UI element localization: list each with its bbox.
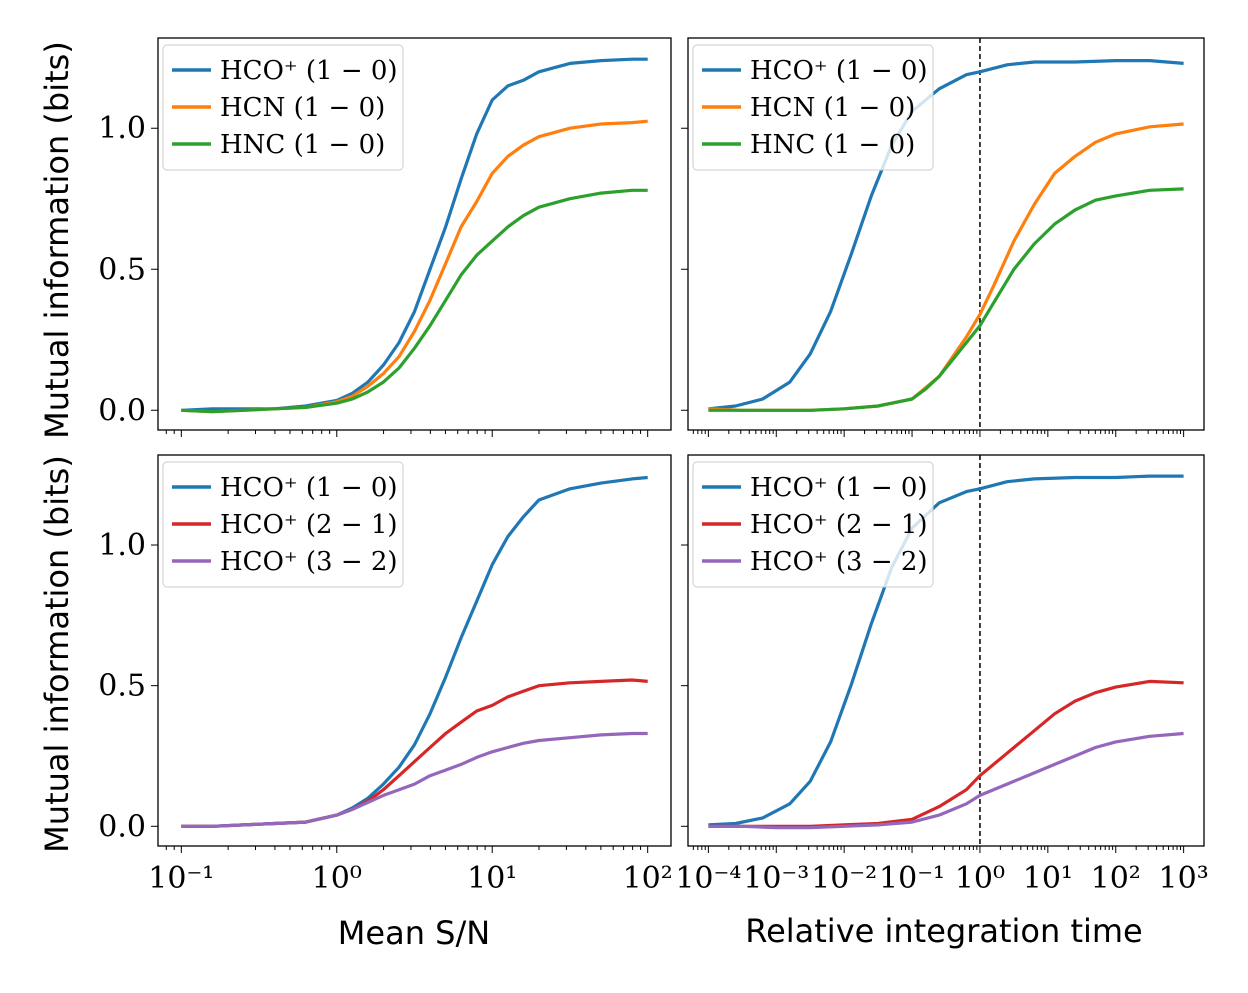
legend-box [692, 44, 934, 171]
x-tick-label: 10⁻⁴ [675, 861, 741, 896]
y-tick-label: 1.0 [98, 528, 146, 563]
series-line-1 [708, 679, 1184, 828]
legend-label: HCO⁺ (1 − 0) [220, 56, 398, 86]
legend-label: HCN (1 − 0) [750, 93, 915, 123]
y-axis-label-top: Mutual information (bits) [38, 41, 76, 439]
series-line-2 [708, 731, 1184, 830]
x-tick-label: 10⁰ [312, 861, 362, 896]
y-tick-label: 0.5 [98, 669, 146, 704]
x-tick-label: 10² [623, 861, 673, 896]
panel-bottom-left: 0.0 0.5 1.0 10⁻¹ 10⁰ 10¹ 10² HCO⁺ (1 − 0) HCO⁺ (… [98, 454, 673, 896]
legend-label: HNC (1 − 0) [750, 130, 915, 160]
y-tick-label: 0.5 [98, 252, 146, 287]
series-line-2 [181, 188, 648, 414]
legend-label: HCO⁺ (3 − 2) [750, 547, 928, 577]
legend-label: HCN (1 − 0) [220, 93, 385, 123]
legend-label: HCO⁺ (1 − 0) [220, 473, 398, 503]
legend-box [692, 461, 934, 588]
axes-frame [157, 454, 672, 847]
series-line-2 [708, 187, 1184, 412]
x-tick-label: 10⁻³ [743, 861, 809, 896]
panel-bottom-right: 10⁻⁴ 10⁻³ 10⁻² 10⁻¹ 10⁰ 10¹ 10² 10³ HCO⁺ (1 − 0)… [675, 454, 1209, 896]
x-tick-label: 10⁻¹ [879, 861, 945, 896]
x-tick-label: 10¹ [467, 861, 517, 896]
x-axis-label-right: Relative integration time [745, 912, 1142, 950]
axes-frame [687, 37, 1205, 431]
panels: 0.0 0.5 1.0 HCO⁺ (1 − 0) HCN (1 − 0) HNC (1 −… [98, 37, 1209, 896]
axes-frame [157, 37, 672, 431]
legend-label: HCO⁺ (2 − 1) [220, 510, 398, 540]
y-tick-label: 0.0 [98, 393, 146, 428]
legend-label: HCO⁺ (1 − 0) [750, 473, 928, 503]
legend-label: HCO⁺ (1 − 0) [750, 56, 928, 86]
series-group [181, 57, 648, 414]
legend-box [162, 461, 404, 588]
x-tick-label: 10⁰ [955, 861, 1005, 896]
y-tick-label: 1.0 [98, 111, 146, 146]
legend-label: HCO⁺ (3 − 2) [220, 547, 398, 577]
legend-label: HCO⁺ (2 − 1) [750, 510, 928, 540]
panel-top-right: HCO⁺ (1 − 0) HCN (1 − 0) HNC (1 − 0) [681, 37, 1205, 437]
legend-box [162, 44, 404, 171]
x-tick-label: 10¹ [1023, 861, 1073, 896]
axes-frame [687, 454, 1205, 847]
series-group [181, 475, 648, 828]
x-axis-label-left: Mean S/N [338, 914, 490, 952]
y-axis-label-bottom: Mutual information (bits) [38, 455, 76, 853]
x-tick-label: 10⁻¹ [148, 861, 214, 896]
series-line-2 [181, 731, 648, 828]
legend-label: HNC (1 − 0) [220, 130, 385, 160]
series-line-1 [181, 678, 648, 828]
y-tick-label: 0.0 [98, 809, 146, 844]
x-tick-label: 10² [1091, 861, 1141, 896]
x-tick-label: 10⁻² [811, 861, 877, 896]
panel-top-left: 0.0 0.5 1.0 HCO⁺ (1 − 0) HCN (1 − 0) HNC (1 −… [98, 37, 672, 437]
x-tick-label: 10³ [1159, 861, 1209, 896]
